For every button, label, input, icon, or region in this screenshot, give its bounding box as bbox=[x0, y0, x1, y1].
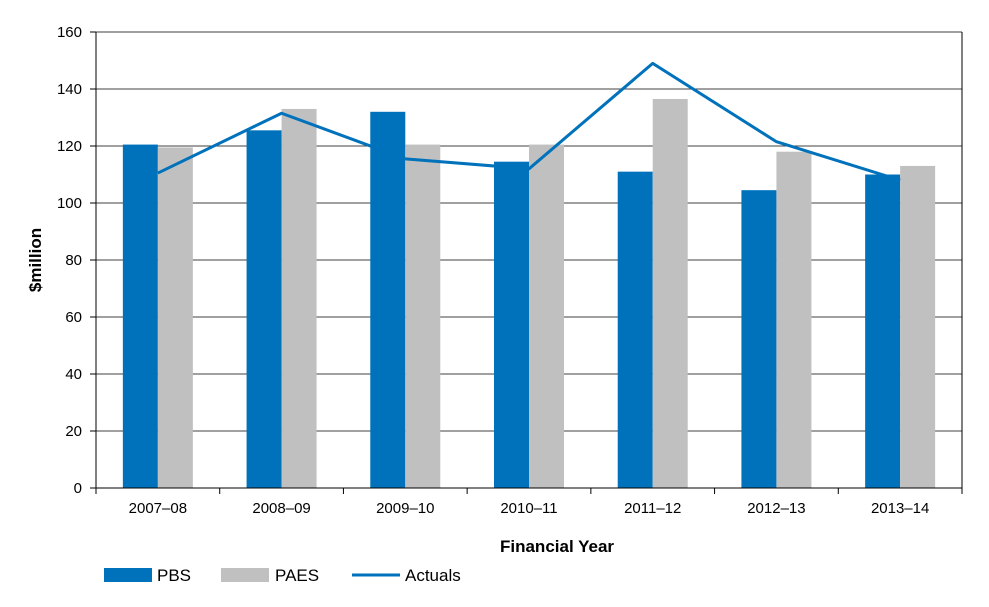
legend: PBS PAES Actuals bbox=[104, 566, 461, 585]
x-axis-title: Financial Year bbox=[500, 537, 614, 556]
bar-pbs-2007–08 bbox=[122, 144, 158, 488]
bar-paes-2011–12 bbox=[652, 98, 688, 488]
bar-paes-2008–09 bbox=[281, 108, 317, 488]
x-tick-label: 2011–12 bbox=[624, 500, 681, 517]
x-tick-label: 2013–14 bbox=[871, 500, 929, 517]
y-tick-label: 40 bbox=[65, 366, 82, 383]
y-tick-label: 100 bbox=[57, 195, 82, 212]
bar-pbs-2010–11 bbox=[494, 161, 529, 489]
y-tick-label: 160 bbox=[57, 24, 82, 41]
y-tick-label: 0 bbox=[74, 480, 82, 497]
bar-pbs-2012–13 bbox=[741, 190, 777, 489]
y-tick-label: 60 bbox=[65, 309, 82, 326]
x-tick-label: 2009–10 bbox=[376, 500, 434, 517]
x-tick-label: 2008–09 bbox=[252, 500, 310, 517]
bar-paes-2009–10 bbox=[405, 144, 441, 488]
bar-pbs-2013–14 bbox=[865, 174, 901, 488]
bar-pbs-2011–12 bbox=[617, 171, 653, 488]
bar-pbs-2009–10 bbox=[370, 111, 406, 489]
bar-paes-2013–14 bbox=[900, 165, 936, 488]
legend-swatch-pbs bbox=[104, 568, 152, 582]
x-tick-label: 2012–13 bbox=[747, 500, 805, 517]
bar-paes-2012–13 bbox=[776, 151, 812, 488]
y-tick-label: 140 bbox=[57, 81, 82, 98]
y-tick-label: 80 bbox=[65, 252, 82, 269]
legend-label-actuals: Actuals bbox=[405, 566, 461, 585]
legend-label-paes: PAES bbox=[275, 566, 319, 585]
actuals-line-group bbox=[157, 61, 901, 182]
x-tick-labels: 2007–08 2008–09 2009–10 2010–11 2011–12 2012–… bbox=[129, 500, 930, 517]
axes bbox=[90, 31, 963, 494]
legend-swatch-paes bbox=[221, 568, 269, 582]
y-axis-title: $million bbox=[26, 228, 45, 292]
y-tick-label: 20 bbox=[65, 423, 82, 440]
bar-paes-2007–08 bbox=[157, 147, 193, 489]
y-tick-labels: 0 20 40 60 80 100 120 140 160 bbox=[57, 24, 82, 497]
line-actuals bbox=[157, 61, 901, 182]
bar-pbs-2008–09 bbox=[246, 130, 282, 488]
bars bbox=[122, 98, 936, 489]
x-tick-label: 2010–11 bbox=[500, 500, 557, 517]
y-tick-label: 120 bbox=[57, 138, 82, 155]
x-tick-label: 2007–08 bbox=[129, 500, 187, 517]
bar-paes-2010–11 bbox=[529, 144, 564, 488]
legend-label-pbs: PBS bbox=[157, 566, 191, 585]
